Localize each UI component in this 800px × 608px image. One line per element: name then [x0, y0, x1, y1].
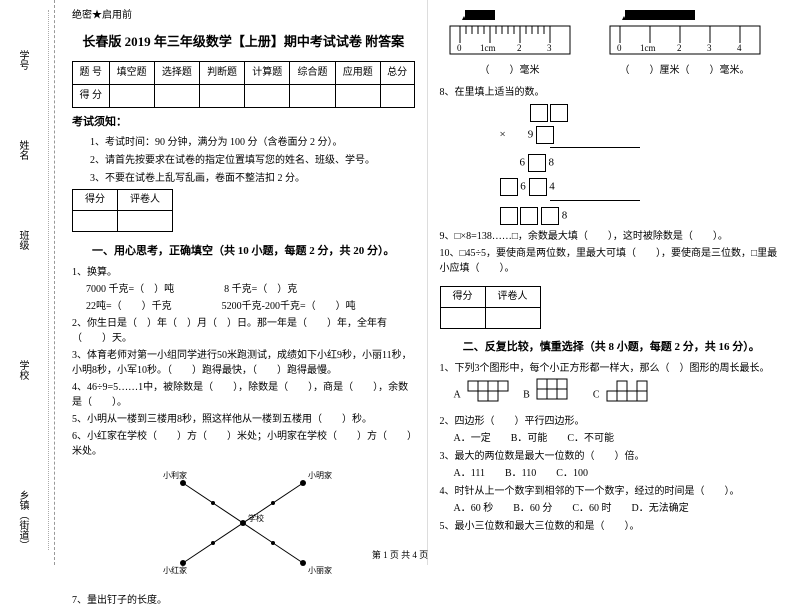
- q8: 8、在里填上适当的数。: [440, 85, 784, 100]
- diagram-label: 小丽家: [308, 565, 332, 575]
- s2-q5: 5、最小三位数和最大三位数的和是（ ）。: [440, 519, 784, 534]
- score-header-6: 应用题: [335, 61, 380, 84]
- score-header-3: 判断题: [199, 61, 244, 84]
- page-footer: 第 1 页 共 4 页: [0, 548, 800, 561]
- section2-title: 二、反复比较，慎重选择（共 8 小题，每题 2 分，共 16 分）。: [440, 339, 784, 357]
- field-name: 姓名: [15, 140, 30, 160]
- scorebox-label-2: 评卷人: [485, 286, 540, 307]
- notice-heading: 考试须知：: [72, 114, 415, 132]
- s2-q3: 3、最大的两位数是最大一位数的（ ）倍。: [440, 449, 784, 464]
- vertical-calc: ×9 6 8 6 4 8: [500, 104, 784, 225]
- ruler-2: 0 1cm 2 3 4 （ ）厘米（ ）毫米。: [600, 8, 770, 79]
- svg-text:4: 4: [737, 43, 742, 53]
- score-cell: [199, 84, 244, 107]
- diagram-label: 小明家: [308, 470, 332, 480]
- q9: 9、□×8=138……□，余数最大填（ ），这时被除数是（ ）。: [440, 229, 784, 244]
- score-cell: [109, 84, 154, 107]
- svg-text:0: 0: [457, 43, 462, 53]
- exam-title: 长春版 2019 年三年级数学【上册】期中考试试卷 附答案: [72, 32, 415, 53]
- shape-b: [536, 378, 586, 412]
- q7: 7、量出钉子的长度。: [72, 593, 415, 608]
- right-column: 0 1cm 2 3 （ ）毫米 0 1cm 2 3 4: [428, 0, 796, 565]
- notice-item: 2、请首先按要求在试卷的指定位置填写您的姓名、班级、学号。: [90, 153, 415, 169]
- s2-q2-opts: A．一定 B．可能 C．不可能: [454, 431, 784, 447]
- score-header-0: 题 号: [73, 61, 110, 84]
- binding-dotted-line: [48, 10, 49, 550]
- direction-diagram: 小利家 小明家 小红家 小丽家 学校: [72, 463, 415, 590]
- s2-q1-shapes: A B C: [454, 378, 784, 412]
- svg-text:3: 3: [547, 43, 552, 53]
- s2-q1: 1、下列3个图形中，每个小正方形都一样大，那么（ ）图形的周长最长。: [440, 361, 784, 376]
- s2-q4-opts: A．60 秒 B．60 分 C．60 时 D．无法确定: [454, 501, 784, 517]
- scorebox-label-1: 得分: [440, 286, 485, 307]
- field-class: 班级: [15, 230, 30, 250]
- score-cell: [290, 84, 335, 107]
- score-cell: [335, 84, 380, 107]
- times-sign: ×: [500, 129, 506, 141]
- ruler-1: 0 1cm 2 3 （ ）毫米: [440, 8, 580, 79]
- left-column: 绝密★启用前 长春版 2019 年三年级数学【上册】期中考试试卷 附答案 题 号…: [60, 0, 428, 565]
- svg-text:1cm: 1cm: [640, 43, 656, 53]
- ruler-row: 0 1cm 2 3 （ ）毫米 0 1cm 2 3 4: [440, 8, 784, 79]
- field-student-id: 学号: [15, 50, 30, 70]
- diagram-label: 小红家: [163, 565, 187, 575]
- score-cell: [154, 84, 199, 107]
- q3: 3、体育老师对第一小组同学进行50米跑测试，成绩如下小红9秒，小丽11秒，小明8…: [72, 348, 415, 378]
- shape-c: [606, 380, 666, 410]
- svg-text:2: 2: [517, 43, 522, 53]
- binding-margin: 学号 姓名 班级 学校 乡镇（街道）: [0, 0, 55, 565]
- q10: 10、□45÷5，要使商是两位数，里最大可填（ ），要使商是三位数，□里最小应填…: [440, 246, 784, 276]
- ruler1-unit: （ ）毫米: [440, 63, 580, 79]
- section1-title: 一、用心思考，正确填空（共 10 小题，每题 2 分，共 20 分）。: [72, 243, 415, 261]
- field-school: 学校: [15, 360, 30, 380]
- s2-q4: 4、时针从上一个数字到相邻的下一个数字，经过的时间是（ ）。: [440, 484, 784, 499]
- svg-text:3: 3: [707, 43, 712, 53]
- q6: 6、小红家在学校（ ）方（ ）米处；小明家在学校（ ）方（ ）米处。: [72, 429, 415, 459]
- q4: 4、46÷9=5……1中，被除数是（ ），除数是（ ），商是（ ），余数是（ ）…: [72, 380, 415, 410]
- q1-line1: 7000 千克=（ ）吨 8 千克=（ ）克: [86, 282, 415, 297]
- score-header-1: 填空题: [109, 61, 154, 84]
- notice-item: 1、考试时间：90 分钟，满分为 100 分（含卷面分 2 分）。: [90, 135, 415, 151]
- q1-lead: 1、换算。: [72, 265, 415, 280]
- section-scorebox: 得分 评卷人: [72, 189, 173, 232]
- shape-a: [467, 380, 517, 410]
- score-cell: [380, 84, 414, 107]
- page-content: 绝密★启用前 长春版 2019 年三年级数学【上册】期中考试试卷 附答案 题 号…: [60, 0, 795, 565]
- notice-item: 3、不要在试卷上乱写乱画，卷面不整洁扣 2 分。: [90, 171, 415, 187]
- q1-line2: 22吨=（ ）千克 5200千克-200千克=（ ）吨: [86, 299, 415, 314]
- svg-text:1cm: 1cm: [480, 43, 496, 53]
- q5: 5、小明从一楼到三楼用8秒，照这样他从一楼到五楼用（ ）秒。: [72, 412, 415, 427]
- field-town: 乡镇（街道）: [15, 490, 30, 550]
- svg-text:0: 0: [617, 43, 622, 53]
- score-cell: [245, 84, 290, 107]
- score-header-2: 选择题: [154, 61, 199, 84]
- diagram-label: 小利家: [163, 470, 187, 480]
- score-row2-label: 得 分: [73, 84, 110, 107]
- diagram-label: 学校: [248, 513, 264, 523]
- q2: 2、你生日是（ ）年（ ）月（ ）日。那一年是（ ）年，全年有（ ）天。: [72, 316, 415, 346]
- ruler2-unit: （ ）厘米（ ）毫米。: [600, 63, 770, 79]
- secret-label: 绝密★启用前: [72, 8, 415, 24]
- score-table: 题 号 填空题 选择题 判断题 计算题 综合题 应用题 总分 得 分: [72, 61, 415, 108]
- svg-text:2: 2: [677, 43, 682, 53]
- section2-scorebox: 得分 评卷人: [440, 286, 541, 329]
- calc-9: 9: [528, 129, 534, 141]
- scorebox-label-2: 评卷人: [118, 190, 173, 211]
- s2-q3-opts: A．111 B．110 C．100: [454, 466, 784, 482]
- scorebox-label-1: 得分: [73, 190, 118, 211]
- s2-q2: 2、四边形（ ）平行四边形。: [440, 414, 784, 429]
- score-header-5: 综合题: [290, 61, 335, 84]
- score-header-4: 计算题: [245, 61, 290, 84]
- score-header-7: 总分: [380, 61, 414, 84]
